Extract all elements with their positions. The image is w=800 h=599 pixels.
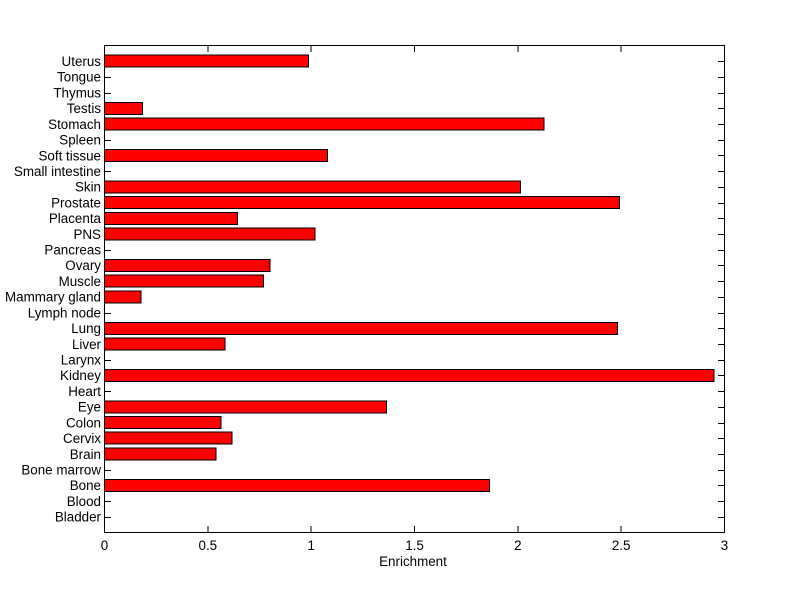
svg-text:Kidney: Kidney	[60, 368, 101, 383]
svg-text:Skin: Skin	[75, 180, 101, 195]
svg-text:Stomach: Stomach	[48, 117, 101, 132]
svg-text:Bladder: Bladder	[55, 510, 102, 525]
svg-text:3: 3	[721, 538, 728, 553]
svg-text:Ovary: Ovary	[65, 258, 101, 273]
svg-text:1.5: 1.5	[405, 538, 424, 553]
svg-text:Brain: Brain	[70, 447, 101, 462]
svg-text:Mammary gland: Mammary gland	[5, 290, 101, 305]
svg-text:Colon: Colon	[66, 415, 101, 430]
svg-text:Pancreas: Pancreas	[44, 243, 101, 258]
svg-text:Soft tissue: Soft tissue	[38, 148, 101, 163]
svg-text:Muscle: Muscle	[59, 274, 101, 289]
svg-text:Heart: Heart	[68, 384, 101, 399]
svg-text:Placenta: Placenta	[49, 211, 102, 226]
svg-text:Spleen: Spleen	[59, 133, 101, 148]
svg-text:0: 0	[101, 538, 108, 553]
svg-text:Cervix: Cervix	[63, 431, 101, 446]
svg-text:Eye: Eye	[78, 400, 101, 415]
svg-text:Enrichment: Enrichment	[379, 554, 447, 569]
svg-text:PNS: PNS	[73, 227, 101, 242]
svg-text:2.5: 2.5	[612, 538, 631, 553]
svg-text:1: 1	[307, 538, 314, 553]
svg-text:Prostate: Prostate	[51, 195, 101, 210]
svg-text:Lymph node: Lymph node	[28, 305, 101, 320]
svg-text:Thymus: Thymus	[53, 85, 101, 100]
svg-text:Small intestine: Small intestine	[14, 164, 101, 179]
svg-text:0.5: 0.5	[199, 538, 218, 553]
svg-text:Larynx: Larynx	[61, 352, 101, 367]
svg-text:Tongue: Tongue	[57, 70, 101, 85]
svg-text:Blood: Blood	[67, 494, 101, 509]
svg-text:2: 2	[514, 538, 521, 553]
svg-text:Bone marrow: Bone marrow	[21, 462, 101, 477]
svg-text:Lung: Lung	[71, 321, 101, 336]
svg-text:Bone: Bone	[70, 478, 101, 493]
svg-text:Uterus: Uterus	[62, 54, 102, 69]
svg-text:Testis: Testis	[67, 101, 102, 116]
svg-text:Liver: Liver	[72, 337, 102, 352]
